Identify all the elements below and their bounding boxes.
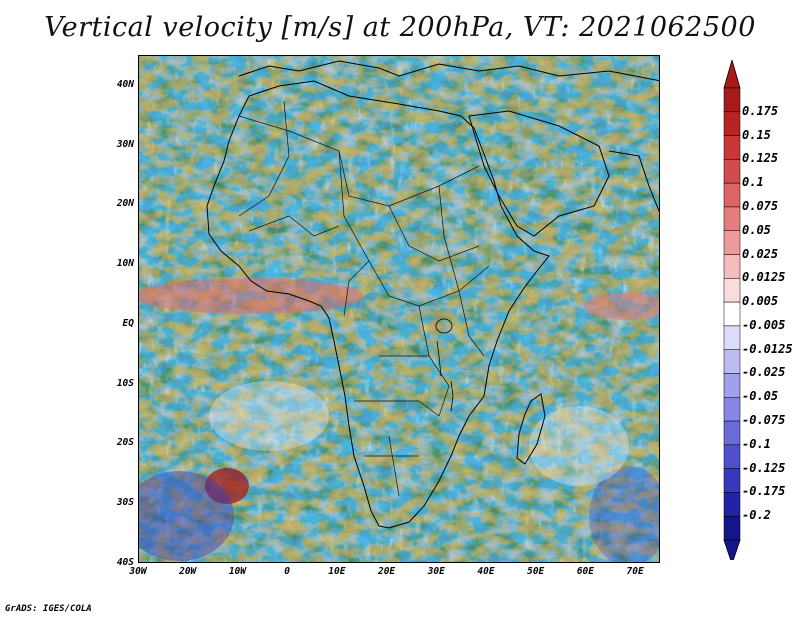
colorbar-level-label: -0.1 bbox=[742, 436, 771, 451]
lake-tanganyika bbox=[436, 340, 442, 377]
africa-coastline bbox=[206, 80, 550, 529]
colorbar-swatch bbox=[723, 159, 741, 184]
lon-tick-label: 20E bbox=[377, 566, 396, 577]
colorbar-swatch bbox=[723, 278, 741, 303]
colorbar-swatch bbox=[723, 444, 741, 469]
india-coastline bbox=[608, 150, 659, 213]
colorbar-top-arrow bbox=[723, 60, 741, 89]
lat-tick-label: 40N bbox=[116, 78, 134, 90]
colorbar-swatch bbox=[723, 349, 741, 374]
colorbar-level-label: -0.2 bbox=[742, 508, 771, 523]
colorbar-swatch bbox=[723, 492, 741, 517]
colorbar-level-label: 0.0125 bbox=[742, 270, 786, 285]
lon-tick-label: 10E bbox=[328, 566, 346, 577]
lat-tick-label: 20S bbox=[116, 437, 134, 449]
colorbar-level-label: -0.0125 bbox=[742, 341, 793, 356]
colorbar-swatch bbox=[723, 397, 741, 422]
lon-tick-label: 20W bbox=[179, 566, 197, 577]
colorbar-level-label: 0.075 bbox=[742, 198, 779, 213]
lon-tick-label: 10W bbox=[228, 566, 246, 577]
lakes bbox=[435, 318, 454, 412]
colorbar bbox=[723, 60, 741, 560]
colorbar-level-label: 0.025 bbox=[742, 246, 779, 261]
map-plot-area bbox=[138, 55, 660, 563]
lat-tick-label: 30S bbox=[116, 497, 134, 509]
lon-tick-label: 30E bbox=[427, 566, 445, 577]
colorbar-level-label: -0.075 bbox=[742, 413, 786, 428]
colorbar-swatch bbox=[723, 135, 741, 160]
lon-tick-label: 70E bbox=[626, 566, 644, 577]
arabian-peninsula-coastline bbox=[468, 110, 610, 237]
lon-tick-label: 40E bbox=[477, 566, 495, 577]
blue-region-indian-south bbox=[589, 466, 659, 562]
colorbar-level-label: 0.15 bbox=[742, 127, 771, 142]
lake-malawi bbox=[450, 380, 454, 412]
colorbar-level-label: -0.05 bbox=[742, 389, 779, 404]
colorbar-level-label: 0.005 bbox=[742, 294, 779, 309]
velocity-field-map bbox=[139, 56, 659, 562]
colorbar-swatch bbox=[723, 468, 741, 493]
itcz-red-band-atlantic bbox=[139, 278, 364, 314]
lat-tick-label: 30N bbox=[116, 138, 134, 150]
colorbar-level-label: 0.125 bbox=[742, 151, 779, 166]
pale-region-central-atlantic bbox=[209, 381, 329, 451]
lon-tick-label: 0 bbox=[284, 566, 290, 577]
madagascar-coastline bbox=[516, 393, 546, 465]
lon-tick-label: 50E bbox=[527, 566, 545, 577]
lon-tick-label: 60E bbox=[576, 566, 594, 577]
colorbar-level-label: -0.125 bbox=[742, 460, 786, 475]
lat-tick-label: 20N bbox=[116, 198, 134, 210]
colorbar-swatch bbox=[723, 373, 741, 398]
colorbar-swatch bbox=[723, 87, 741, 113]
red-spot-south-atlantic bbox=[205, 468, 249, 504]
europe-coastline bbox=[238, 60, 659, 82]
colorbar-swatch bbox=[723, 254, 741, 279]
colorbar-swatch bbox=[723, 325, 741, 350]
colorbar-bottom-arrow bbox=[723, 539, 741, 560]
lat-tick-label: 10S bbox=[116, 377, 134, 389]
colorbar-level-label: -0.005 bbox=[742, 317, 786, 332]
blue-region-south-atlantic bbox=[139, 471, 234, 561]
pale-region-indian-ocean bbox=[529, 406, 629, 486]
lat-tick-label: 40S bbox=[116, 557, 134, 568]
grads-credit: GrADS: IGES/COLA bbox=[5, 604, 92, 614]
lon-tick-label: 30W bbox=[129, 566, 147, 577]
chart-title: Vertical velocity [m/s] at 200hPa, VT: 2… bbox=[44, 12, 756, 43]
colorbar-swatch bbox=[723, 206, 741, 231]
coastlines bbox=[206, 60, 659, 529]
country-borders bbox=[238, 100, 490, 497]
lat-tick-label: 10N bbox=[116, 258, 134, 270]
colorbar-swatch bbox=[723, 515, 741, 541]
lat-tick-label: EQ bbox=[122, 317, 134, 329]
colorbar-level-label: -0.175 bbox=[742, 484, 786, 499]
colorbar-level-label: 0.175 bbox=[742, 103, 779, 118]
red-band-indian-ocean bbox=[584, 292, 659, 320]
colorbar-swatch bbox=[723, 420, 741, 446]
colorbar-level-label: 0.1 bbox=[742, 175, 764, 190]
colorbar-level-label: 0.05 bbox=[742, 222, 771, 237]
lake-victoria bbox=[435, 318, 453, 334]
colorbar-level-label: -0.025 bbox=[742, 365, 786, 380]
colorbar-swatch bbox=[723, 301, 741, 327]
colorbar-swatch bbox=[723, 182, 741, 208]
colorbar-swatch bbox=[723, 111, 741, 136]
colorbar-swatch bbox=[723, 230, 741, 255]
